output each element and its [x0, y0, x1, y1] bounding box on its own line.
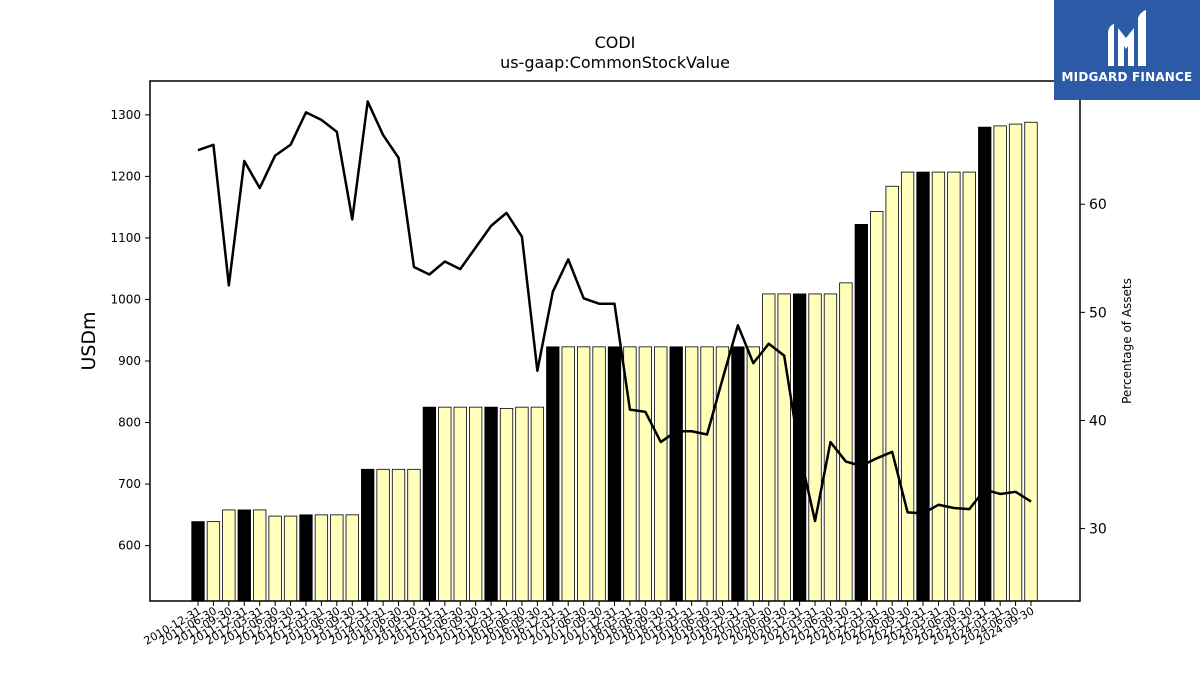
bar-2011-06-30: [206, 521, 221, 602]
y2-tick-label-50: 50: [1089, 305, 1107, 321]
line-series: [197, 100, 1032, 523]
bar-2017-12-31: [607, 346, 622, 602]
bar-2016-09-30: [530, 406, 545, 602]
bar-2024-06-30: [1008, 123, 1023, 602]
bar-2022-09-30: [900, 171, 915, 602]
bar-2017-09-30: [592, 346, 606, 602]
bar-2023-09-30: [962, 171, 976, 602]
y-axis-label: USDm: [78, 311, 100, 370]
bar-2022-12-31: [916, 171, 930, 602]
y-tick-label-900: 900: [118, 354, 141, 368]
bar-2010-12-31: [191, 521, 205, 602]
bar-2020-06-30: [762, 293, 776, 602]
y2-axis-label: Percentage of Assets: [1120, 278, 1134, 404]
bar-2016-03-31: [499, 407, 514, 602]
x-axis: 2010-12-312011-06-302011-09-302011-12-31…: [142, 601, 1037, 648]
bar-2020-03-31: [746, 346, 760, 602]
bar-2018-09-30: [654, 346, 668, 602]
bar-2012-12-31: [299, 514, 313, 602]
y-tick-label-1000: 1000: [110, 292, 141, 306]
y-tick-label-1100: 1100: [110, 231, 141, 245]
bar-2023-03-31: [931, 171, 946, 602]
bar-2017-03-31: [561, 346, 575, 602]
y-tick-label-700: 700: [118, 477, 141, 491]
bar-2020-09-30: [777, 293, 791, 602]
bar-2016-12-31: [546, 346, 560, 602]
bar-2024-03-31: [993, 125, 1007, 602]
y2-tick-label-40: 40: [1089, 413, 1107, 429]
percentage-line: [197, 100, 1032, 523]
y-axis-left: 600 700 800 900 1000 1100 1200 1300: [110, 108, 150, 553]
bar-2018-06-30: [638, 346, 653, 602]
plot-frame: [149, 80, 1081, 602]
bar-2019-06-30: [700, 346, 714, 602]
bar-2019-03-31: [684, 346, 699, 602]
bar-2013-12-31: [361, 468, 375, 602]
logo-text: MIDGARD FINANCE: [1061, 70, 1193, 84]
bar-2021-12-31: [854, 223, 868, 602]
y-tick-label-600: 600: [118, 539, 141, 553]
bar-2015-12-31: [484, 406, 498, 602]
y2-tick-label-60: 60: [1089, 197, 1107, 213]
bar-2022-03-31: [870, 211, 884, 602]
bar-2016-06-30: [515, 406, 529, 602]
bar-2013-03-31: [314, 514, 329, 602]
bar-2015-03-31: [438, 406, 452, 602]
y-tick-label-1300: 1300: [110, 108, 141, 122]
bar-2017-06-30: [576, 346, 591, 602]
bar-2014-03-31: [376, 468, 390, 602]
bar-2022-06-30: [885, 185, 899, 602]
bar-2014-06-30: [391, 468, 406, 602]
bar-2014-12-31: [422, 406, 437, 602]
bar-2012-06-30: [268, 515, 282, 602]
bar-2019-12-31: [731, 346, 745, 602]
bar-2011-12-31: [237, 509, 251, 602]
bar-2015-06-30: [453, 406, 467, 602]
bar-2011-09-30: [222, 509, 236, 602]
bar-2023-06-30: [947, 171, 961, 602]
bar-2012-09-30: [283, 515, 298, 602]
bar-2024-09-30: [1024, 121, 1038, 602]
bar-2013-09-30: [345, 514, 359, 602]
bar-2015-09-30: [469, 406, 483, 602]
y2-tick-label-30: 30: [1089, 522, 1107, 538]
chart-subtitle: us-gaap:CommonStockValue: [500, 53, 730, 72]
midgard-m-logo-icon: [1108, 10, 1146, 66]
bar-2023-12-31: [978, 126, 992, 602]
bar-series: [191, 121, 1038, 602]
y-tick-label-1200: 1200: [110, 169, 141, 183]
y-axis-right: 30 40 50 60: [1080, 197, 1107, 538]
bar-2014-09-30: [407, 468, 421, 602]
bar-2018-12-31: [669, 346, 683, 602]
chart-title: CODI: [595, 33, 636, 52]
bar-2021-09-30: [839, 282, 853, 602]
bar-2019-09-30: [715, 346, 730, 602]
bar-2021-03-31: [808, 293, 822, 602]
bar-2013-06-30: [330, 514, 344, 602]
y-tick-label-800: 800: [118, 416, 141, 430]
midgard-finance-logo: MIDGARD FINANCE: [1054, 0, 1200, 100]
bar-2012-03-31: [253, 509, 267, 602]
